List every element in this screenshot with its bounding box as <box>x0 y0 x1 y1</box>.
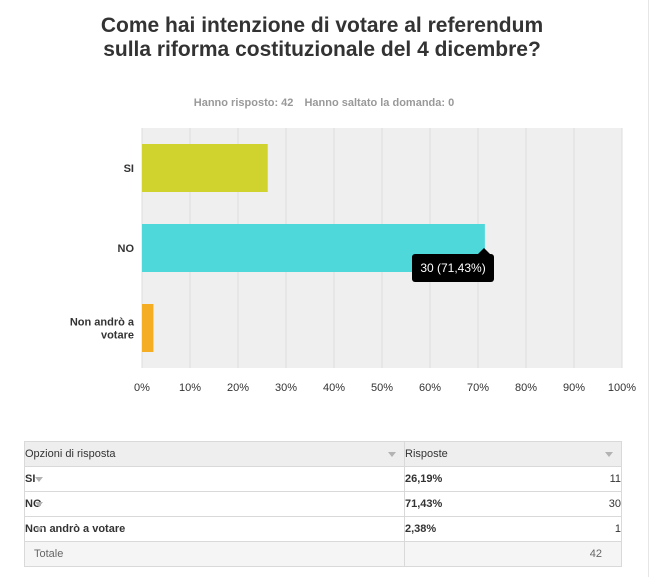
x-tick-label: 30% <box>275 382 297 394</box>
count-cell: 11 <box>525 466 622 492</box>
option-cell: Non andrò a votare <box>24 516 405 542</box>
response-summary: Hanno risposto: 42 Hanno saltato la doma… <box>0 97 648 109</box>
skipped-count: Hanno saltato la domanda: 0 <box>304 97 455 109</box>
bar-tooltip: 30 (71,43%) <box>412 248 494 282</box>
x-tick-label: 60% <box>419 382 441 394</box>
x-tick-label: 10% <box>179 382 201 394</box>
sort-arrow-icon[interactable] <box>605 452 613 457</box>
sort-arrow-icon[interactable] <box>388 452 396 457</box>
x-tick-label: 40% <box>323 382 345 394</box>
table-row: NO 71,43% 30 <box>24 491 622 517</box>
expand-arrow-icon[interactable] <box>35 502 43 507</box>
count-cell: 30 <box>525 491 622 517</box>
x-tick-label: 70% <box>467 382 489 394</box>
bar <box>142 144 268 192</box>
bar-chart: 0% 10% 20% 30% 40% 50% 60% 70% 80% 90% 100% SI NO Non… <box>70 128 636 394</box>
expand-arrow-icon[interactable] <box>35 527 43 532</box>
count-cell: 1 <box>525 516 622 542</box>
expand-arrow-icon[interactable] <box>35 477 43 482</box>
x-tick-label: 20% <box>227 382 249 394</box>
x-tick-label: 80% <box>515 382 537 394</box>
responses-table: Opzioni di risposta Risposte SI 26,19% 1… <box>24 441 622 567</box>
panel-border <box>648 0 649 577</box>
total-value: 42 <box>404 541 622 567</box>
option-cell: SI <box>24 466 405 492</box>
category-label: NO <box>118 243 135 255</box>
category-label: SI <box>124 163 134 175</box>
table-total-row: Totale 42 <box>24 541 622 567</box>
bar <box>142 304 154 352</box>
table-row: SI 26,19% 11 <box>24 466 622 492</box>
x-tick-label: 100% <box>608 382 636 394</box>
table-header-row: Opzioni di risposta Risposte <box>24 441 622 467</box>
percent-cell: 26,19% <box>404 466 525 492</box>
total-label: Totale <box>24 541 405 567</box>
x-tick-label: 90% <box>563 382 585 394</box>
percent-cell: 2,38% <box>404 516 525 542</box>
x-tick-label: 0% <box>134 382 150 394</box>
answered-count: Hanno risposto: 42 <box>193 97 294 109</box>
column-header-options[interactable]: Opzioni di risposta <box>24 441 405 467</box>
table-row: Non andrò a votare 2,38% 1 <box>24 516 622 542</box>
category-label: Non andrò a votare <box>70 317 135 342</box>
column-header-responses[interactable]: Risposte <box>404 441 622 467</box>
option-cell: NO <box>24 491 405 517</box>
x-tick-label: 50% <box>371 382 393 394</box>
survey-question-title: Come hai intenzione di votare al referen… <box>100 14 544 61</box>
percent-cell: 71,43% <box>404 491 525 517</box>
